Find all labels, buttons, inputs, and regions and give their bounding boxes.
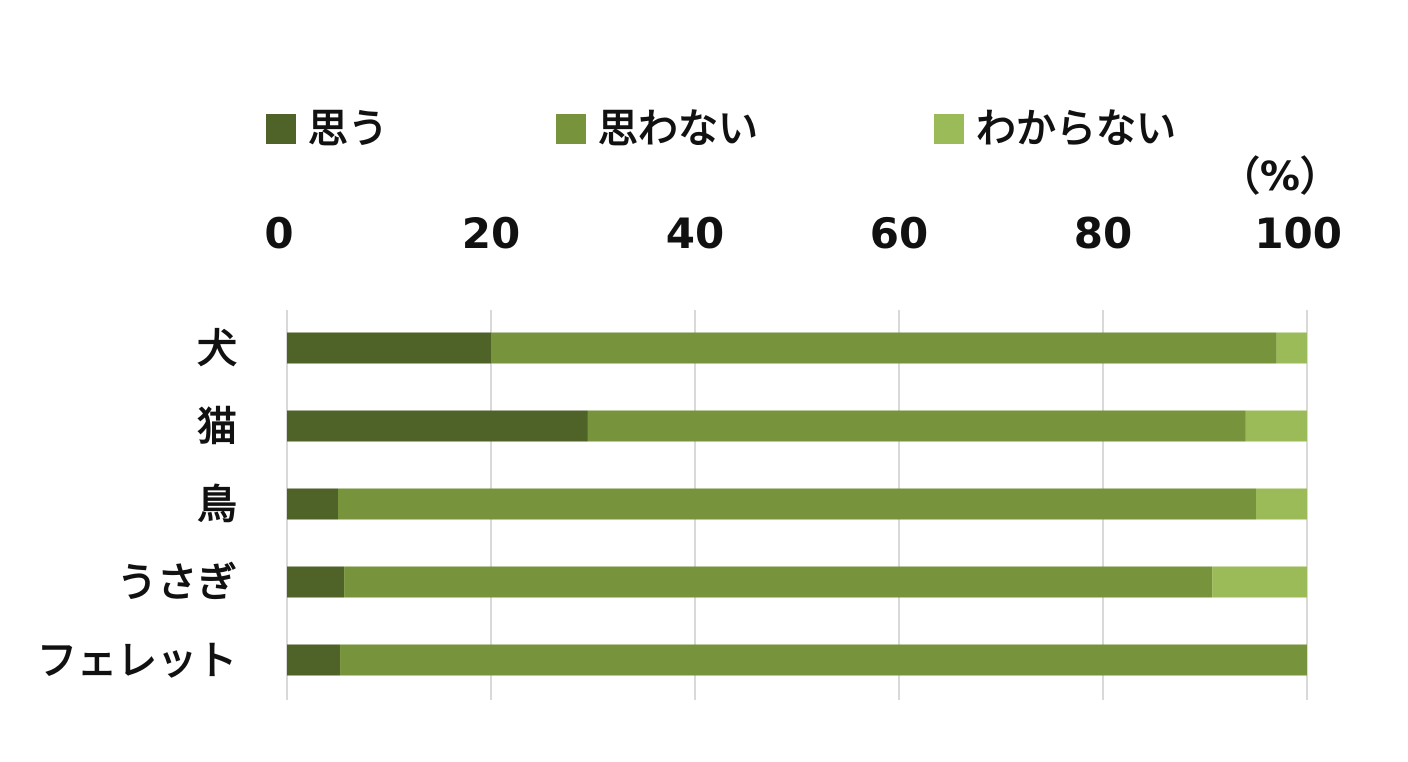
- bar-0-series-0: [287, 332, 491, 364]
- bar-0-series-2: [1276, 332, 1307, 364]
- x-tick-label-40: 40: [666, 209, 724, 258]
- bar-1-series-2: [1245, 410, 1307, 442]
- legend: 思う 思わない わからない: [266, 106, 1176, 152]
- x-tick-label-100: 100: [1254, 209, 1342, 258]
- x-tick-label-20: 20: [462, 209, 520, 258]
- unit-label: （%）: [1220, 154, 1340, 200]
- bar-2-series-1: [338, 488, 1256, 520]
- legend-label-2: わからない: [976, 106, 1176, 152]
- category-label-1: 猫: [197, 404, 237, 450]
- x-tick-label-60: 60: [870, 209, 928, 258]
- bar-1-series-0: [287, 410, 588, 442]
- bars: [287, 332, 1307, 676]
- bar-3-series-0: [287, 566, 345, 598]
- x-axis-ticks: 0 20 40 60 80 100: [264, 209, 1342, 258]
- category-label-4: フェレット: [37, 638, 237, 684]
- x-tick-label-0: 0: [264, 209, 293, 258]
- legend-label-1: 思わない: [598, 106, 758, 152]
- category-label-0: 犬: [197, 326, 237, 372]
- category-label-2: 鳥: [197, 482, 237, 528]
- bar-2-series-0: [287, 488, 338, 520]
- legend-swatch-1: [556, 114, 586, 144]
- legend-swatch-0: [266, 114, 296, 144]
- bar-0-series-1: [491, 332, 1277, 364]
- bar-1-series-1: [587, 410, 1246, 442]
- x-tick-label-80: 80: [1074, 209, 1132, 258]
- bar-2-series-2: [1256, 488, 1307, 520]
- bar-4-series-0: [287, 644, 341, 676]
- legend-label-0: 思う: [308, 106, 388, 152]
- category-label-3: うさぎ: [117, 560, 237, 606]
- bar-3-series-2: [1212, 566, 1307, 598]
- bar-4-series-1: [340, 644, 1307, 676]
- bar-3-series-1: [344, 566, 1213, 598]
- legend-swatch-2: [934, 114, 964, 144]
